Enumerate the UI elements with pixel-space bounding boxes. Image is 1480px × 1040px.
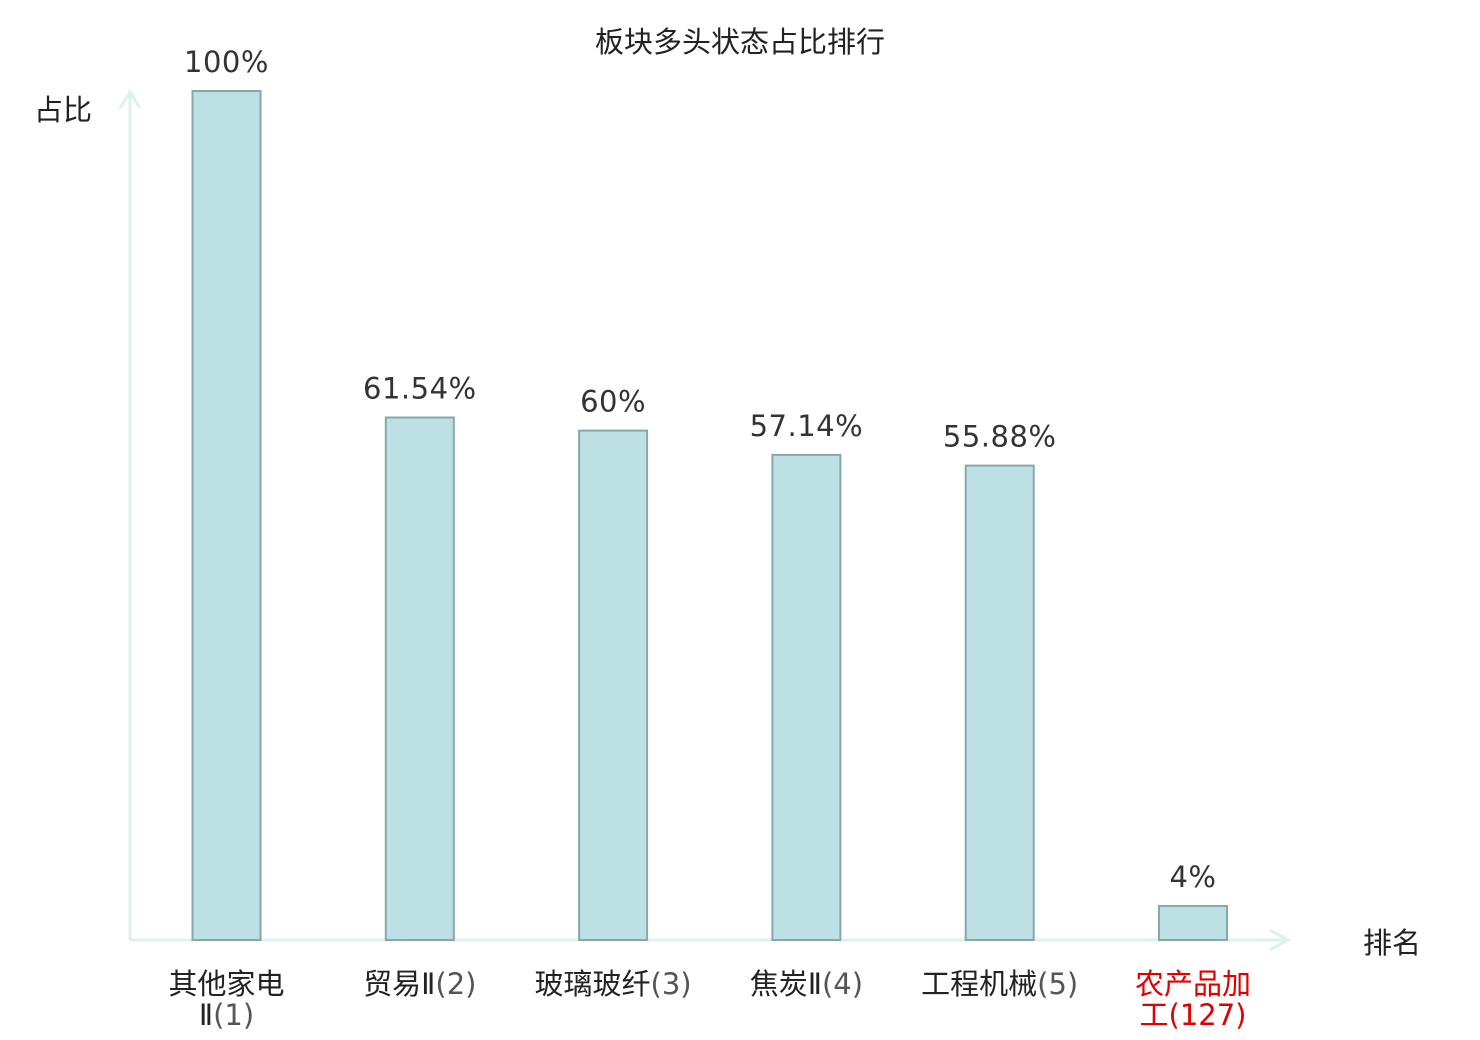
value-label-4: 57.14% <box>750 409 864 443</box>
category-name: 其他家电 <box>168 967 284 1001</box>
category-rank: (127) <box>1169 998 1247 1032</box>
bar-1 <box>191 90 262 941</box>
category-name: Ⅱ <box>199 998 213 1032</box>
category-label-3-line-1: 玻璃玻纤(3) <box>535 967 692 1001</box>
category-name: 贸易Ⅱ <box>363 967 435 1001</box>
bar-2 <box>384 416 455 941</box>
category-rank: (3) <box>651 967 692 1001</box>
category-label-5-line-1: 工程机械(5) <box>921 967 1078 1001</box>
chart-title: 板块多头状态占比排行 <box>595 25 885 59</box>
bar-5 <box>964 464 1035 941</box>
bar-6 <box>1158 905 1228 941</box>
category-name: 焦炭Ⅱ <box>750 967 822 1001</box>
bar-3 <box>578 429 649 941</box>
category-name: 农产品加 <box>1135 967 1251 1001</box>
value-label-1: 100% <box>184 45 269 79</box>
bars <box>191 90 1228 941</box>
value-label-5: 55.88% <box>943 420 1057 454</box>
x-axis-arrow <box>1269 928 1292 952</box>
category-rank: (1) <box>213 998 254 1032</box>
category-label-1-line-2: Ⅱ(1) <box>199 998 254 1032</box>
y-axis-label: 占比 <box>34 93 92 127</box>
category-label-1-line-1: 其他家电 <box>168 967 284 1001</box>
category-rank: (2) <box>435 967 476 1001</box>
bar-4 <box>771 453 842 941</box>
value-label-6: 4% <box>1169 860 1216 894</box>
category-name: 玻璃玻纤 <box>535 967 651 1001</box>
x-axis-label: 排名 <box>1363 926 1421 960</box>
category-label-6-line-2: 工(127) <box>1140 998 1247 1032</box>
category-label-6-line-1: 农产品加 <box>1135 967 1251 1001</box>
category-label-4-line-1: 焦炭Ⅱ(4) <box>750 967 863 1001</box>
axes <box>118 89 1292 952</box>
value-label-2: 61.54% <box>363 372 477 406</box>
category-rank: (5) <box>1037 967 1078 1001</box>
category-rank: (4) <box>822 967 863 1001</box>
y-axis-arrow <box>118 89 142 109</box>
value-labels: 100% 61.54% 60% 57.14% 55.88% 4% <box>184 45 1216 894</box>
category-name: 工程机械 <box>921 967 1037 1001</box>
category-label-2-line-1: 贸易Ⅱ(2) <box>363 967 476 1001</box>
value-label-3: 60% <box>580 385 646 419</box>
category-name: 工 <box>1140 998 1169 1032</box>
